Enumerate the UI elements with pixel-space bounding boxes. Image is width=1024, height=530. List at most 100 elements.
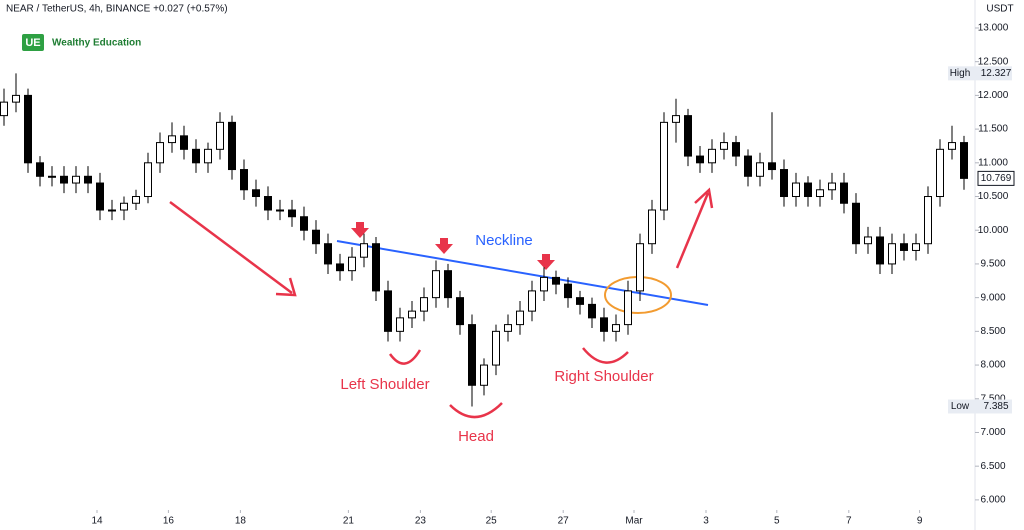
candle-body <box>864 236 872 245</box>
peak-marker <box>351 222 369 238</box>
arrow-up <box>675 192 710 269</box>
candle-body <box>648 209 656 245</box>
candle-body <box>252 189 260 198</box>
arrow-head <box>694 187 714 209</box>
candle-body <box>276 209 284 212</box>
y-tick-label: 10.000 <box>978 225 1009 236</box>
candle-body <box>888 243 896 265</box>
candle-body <box>912 243 920 251</box>
candle-body <box>960 142 968 179</box>
candle-body <box>600 317 608 332</box>
candle-body <box>504 324 512 332</box>
x-tick-label: 23 <box>415 516 427 527</box>
annotation: Head <box>458 428 494 445</box>
shoulder-arc <box>582 347 629 364</box>
x-tick-label: 3 <box>703 516 709 527</box>
y-tick-label: 10.500 <box>978 191 1009 202</box>
y-tick-label: 9.000 <box>980 292 1005 303</box>
candle-body <box>720 142 728 150</box>
candle-body <box>312 229 320 245</box>
arrow-head <box>275 277 297 297</box>
x-tick-label: 7 <box>846 516 852 527</box>
price-marker-value: 7.385 <box>983 401 1008 412</box>
candle-body <box>768 162 776 171</box>
brand-logo: UE Wealthy Education <box>22 34 141 51</box>
price-marker-name: Low <box>951 401 970 412</box>
candle-body <box>636 243 644 292</box>
candle-body <box>108 209 116 212</box>
candle-body <box>456 297 464 326</box>
candle-body <box>480 364 488 386</box>
candle-body <box>588 303 596 319</box>
price-marker-box <box>948 399 1012 414</box>
candle-body <box>144 162 152 198</box>
candle-body <box>204 148 212 164</box>
annotation: Right Shoulder <box>554 368 653 385</box>
candle-body <box>216 121 224 150</box>
shoulder-arc <box>388 349 422 365</box>
y-tick-label: 9.500 <box>980 259 1005 270</box>
candle-body <box>12 94 20 103</box>
candle-body <box>876 236 884 265</box>
candle-body <box>780 169 788 198</box>
candle-body <box>156 142 164 164</box>
candle-body <box>936 148 944 198</box>
candle-body <box>324 243 332 265</box>
x-tick-label: 9 <box>917 516 923 527</box>
candle-body <box>60 175 68 184</box>
price-marker-value: 10.769 <box>981 173 1012 184</box>
y-tick-label: 12.500 <box>978 56 1009 67</box>
candle-body <box>300 216 308 231</box>
x-tick-label: 16 <box>163 516 175 527</box>
candle-body <box>948 142 956 150</box>
x-tick-label: 25 <box>486 516 498 527</box>
candle-body <box>372 243 380 292</box>
chart-title: NEAR / TetherUS, 4h, BINANCE +0.027 (+0.… <box>6 4 228 15</box>
candle-body <box>24 94 32 164</box>
drawings <box>169 187 714 419</box>
candle-body <box>816 189 824 198</box>
candle-body <box>564 283 572 299</box>
y-tick-label: 6.500 <box>980 461 1005 472</box>
brand-name: Wealthy Education <box>52 38 141 49</box>
y-tick-label: 12.000 <box>978 90 1009 101</box>
candle-body <box>84 175 92 184</box>
candle-body <box>264 196 272 211</box>
candle-body <box>828 182 836 191</box>
peak-marker <box>537 254 555 270</box>
candle-body <box>288 209 296 218</box>
candle-body <box>384 290 392 332</box>
head-arc <box>449 402 503 419</box>
candle-body <box>396 317 404 332</box>
y-tick-label: 6.000 <box>980 495 1005 506</box>
candle-body <box>900 243 908 251</box>
candle-body <box>840 182 848 204</box>
candle-body <box>660 121 668 211</box>
candle-body <box>468 324 476 386</box>
annotation: Left Shoulder <box>340 376 429 393</box>
logo-mark: UE <box>25 37 40 49</box>
candle-body <box>732 142 740 157</box>
x-tick-label: 5 <box>774 516 780 527</box>
x-tick-label: 21 <box>343 516 355 527</box>
candle-body <box>528 290 536 312</box>
candle-body <box>552 276 560 285</box>
y-tick-label: 11.000 <box>978 157 1008 168</box>
candle-body <box>744 155 752 177</box>
price-marker-value: 12.327 <box>981 68 1012 79</box>
y-axis-label: USDT <box>986 4 1013 15</box>
y-tick-label: 7.000 <box>980 427 1005 438</box>
candle-body <box>492 330 500 366</box>
candle-body <box>624 290 632 326</box>
neckline <box>336 240 709 306</box>
candle-body <box>192 148 200 164</box>
candle-body <box>432 270 440 299</box>
x-tick-label: 18 <box>235 516 247 527</box>
x-tick-label: Mar <box>625 516 643 527</box>
candle-body <box>852 202 860 245</box>
last-price-box <box>977 170 1015 186</box>
neckline-label: Neckline <box>475 232 533 249</box>
